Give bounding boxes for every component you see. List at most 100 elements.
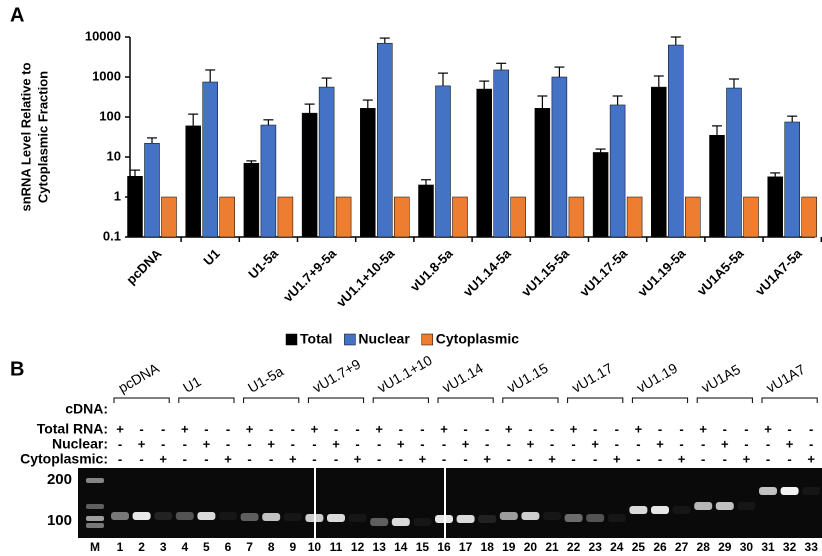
sign: - [507,451,511,466]
sign: - [809,421,813,436]
gel-band [133,512,151,520]
group-label: vU1.15 [504,360,551,396]
bar [377,43,392,237]
sign: - [139,451,143,466]
lane-number: 32 [783,540,797,554]
marker-band [86,516,104,521]
sign: + [786,436,794,451]
bar [727,88,742,237]
lane-number: 23 [589,540,603,554]
bar [685,197,700,237]
sign: - [226,436,230,451]
lane-number: 19 [502,540,516,554]
lane-number: 24 [610,540,624,554]
sign: - [420,436,424,451]
sign: - [291,421,295,436]
gel-band [219,512,237,520]
x-tick-label: vU1.15-5a [518,245,572,299]
gel-band [478,515,496,523]
gel-band [413,518,431,526]
sign: - [334,421,338,436]
sign: + [332,436,340,451]
sign: + [246,421,254,436]
gel-band [111,512,129,520]
x-tick-label: vU1.7+9-5a [280,245,339,304]
legend-label: Cytoplasmic [436,331,519,347]
row-label: cDNA: [65,401,108,417]
sign: - [118,436,122,451]
lane-number: 30 [740,540,754,554]
sign: + [138,436,146,451]
gel-band [802,487,820,495]
group-label: vU1.17 [569,360,616,396]
x-tick-label: vU1.17-5a [577,245,631,299]
sign: - [183,436,187,451]
sign: + [397,436,405,451]
group-label: pcDNA [115,359,162,395]
sign: + [462,436,470,451]
group-bracket [308,398,363,403]
sign: - [787,421,791,436]
sign: + [613,451,621,466]
sign: - [679,436,683,451]
sign: - [701,436,705,451]
marker-size: 200 [47,471,72,488]
sign: - [118,451,122,466]
bar [278,197,293,237]
lane-number: 17 [459,540,473,554]
sign: - [139,421,143,436]
sign: + [419,451,427,466]
group-bracket [373,398,428,403]
sign: + [181,421,189,436]
bar [768,177,783,237]
sign: - [269,421,273,436]
gel-band [543,512,561,520]
sign: + [699,421,707,436]
sign: - [528,421,532,436]
panel-label: A [10,4,24,26]
sign: - [269,451,273,466]
lane-number: 3 [160,540,167,554]
lane-number: 5 [203,540,210,554]
bar [494,70,509,237]
bar [593,152,608,237]
y-axis-title: snRNA Level Relative to Cytoplasmic Frac… [18,62,50,211]
legend-label: Nuclear [358,331,410,347]
sign: - [766,451,770,466]
figure: A B snRNA Level Relative to Cytoplasmic … [0,0,822,556]
gel-band [737,502,755,510]
x-tick-label: vU1.19-5a [635,245,689,299]
bar [511,197,526,237]
lane-number: 27 [675,540,689,554]
gel-band [370,518,388,526]
sign: - [571,451,575,466]
gel-band [197,512,215,520]
bar [710,135,725,237]
sign: - [809,436,813,451]
sign: + [591,436,599,451]
sign: - [787,451,791,466]
sign: - [615,436,619,451]
bar [569,197,584,237]
gel-band [651,506,669,514]
sign: + [375,421,383,436]
lane-number: 12 [351,540,365,554]
sign: - [744,421,748,436]
sign: + [505,421,513,436]
legend-swatch [422,334,433,345]
group-bracket [568,398,623,403]
gel-band [716,502,734,510]
bar [453,197,468,237]
lane-number: 16 [437,540,451,554]
sign: - [766,436,770,451]
group-label: vU1A5 [699,361,744,396]
bar [128,176,143,237]
sign: - [442,436,446,451]
bar [785,122,800,237]
sign: - [204,421,208,436]
gel-band [262,513,280,521]
y-tick-label: 100 [99,108,121,123]
group-bracket [114,398,169,403]
legend-swatch [344,334,355,345]
x-tick-label: vU1.14-5a [460,245,514,299]
